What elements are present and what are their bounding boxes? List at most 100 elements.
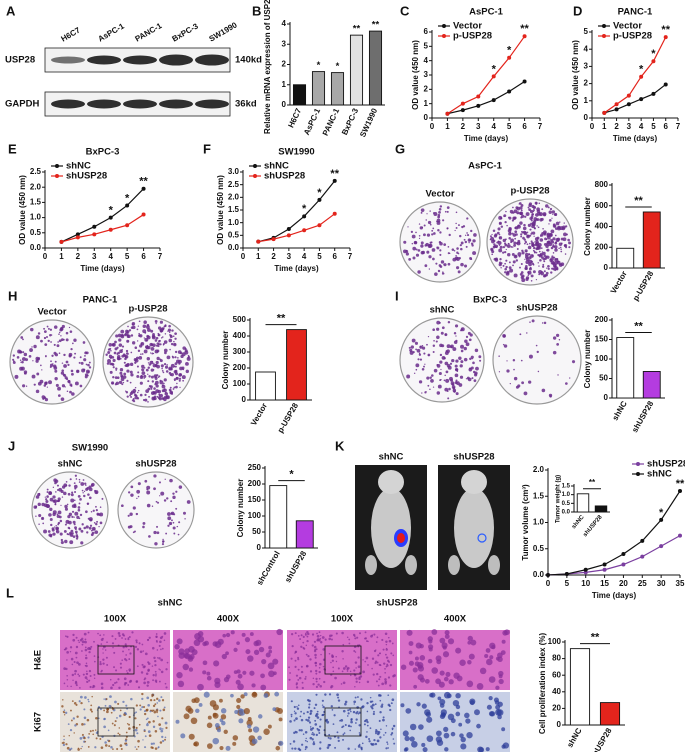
colony [173,365,176,368]
nucleus [99,738,102,740]
colony [427,335,430,338]
nucleus [180,733,186,739]
colony [130,395,133,398]
point [476,94,481,99]
colony [174,369,178,373]
nucleus [366,701,369,705]
colony [144,337,149,342]
nucleus [188,733,195,740]
nucleus [72,717,76,720]
colony [437,228,440,232]
nucleus [381,703,384,706]
colony [148,535,151,538]
nucleus [225,651,229,656]
colony [515,259,519,262]
colony [432,257,435,261]
nucleus [141,692,144,696]
colony [50,334,53,336]
colony [450,378,454,382]
colony [432,351,435,354]
colony [66,503,69,506]
nucleus [327,743,331,747]
nucleus [207,715,212,720]
colony [439,379,442,382]
nucleus [424,678,430,684]
nucleus [117,702,120,705]
colony [162,371,165,374]
colony [162,538,164,541]
nucleus [379,711,382,714]
colony [171,329,174,332]
colony [517,252,522,257]
colony [167,524,170,527]
nucleus [317,683,320,686]
nucleus [86,718,90,722]
blot-band [123,99,157,109]
nucleus [124,712,127,715]
colony [84,482,87,485]
colony [134,395,138,400]
colony [437,269,441,273]
nucleus [376,730,379,733]
colony [142,521,146,525]
colony [167,330,169,332]
nucleus [409,723,417,731]
nucleus [62,743,66,747]
nucleus [159,669,161,671]
colony [52,512,56,517]
nucleus [83,708,86,711]
nucleus [308,721,312,724]
nucleus [331,654,334,657]
colony [436,218,441,223]
x-tick-label: 4 [491,122,496,131]
colony [429,376,432,379]
x-tick-label: 3 [92,252,97,261]
y-tick-label: 2.5 [228,180,240,189]
colony [458,356,462,360]
nucleus [371,634,374,637]
colony [459,364,463,368]
colony [460,247,463,251]
nucleus [293,731,296,735]
colony [70,348,73,351]
colony [110,349,112,352]
nucleus [478,747,485,752]
nucleus [324,638,327,641]
colony [530,219,533,222]
colony [498,233,501,236]
colony [491,250,495,254]
colony [471,358,473,360]
colony [154,382,157,386]
nucleus [93,677,96,680]
colony [467,331,471,335]
nucleus [78,641,80,643]
colony [178,359,182,364]
nucleus [100,682,104,686]
nucleus [369,727,372,730]
nucleus [164,738,167,741]
colony [496,231,500,235]
colony [552,213,554,216]
colony [78,517,81,520]
colony [506,224,508,227]
colony [41,516,45,521]
colony [499,236,501,239]
nucleus [219,698,223,703]
colony [512,233,517,237]
colony [185,369,189,374]
nucleus [447,638,455,645]
nucleus [155,673,157,676]
colony [511,232,514,235]
point [286,227,291,231]
colony [465,234,467,236]
colony [54,376,58,381]
nucleus [236,704,241,709]
nucleus [290,715,293,718]
nucleus [86,678,88,680]
nucleus [212,737,220,745]
colony [106,362,110,365]
colony [537,226,540,229]
colony [415,253,420,257]
colony [71,372,74,376]
colony [63,353,66,357]
